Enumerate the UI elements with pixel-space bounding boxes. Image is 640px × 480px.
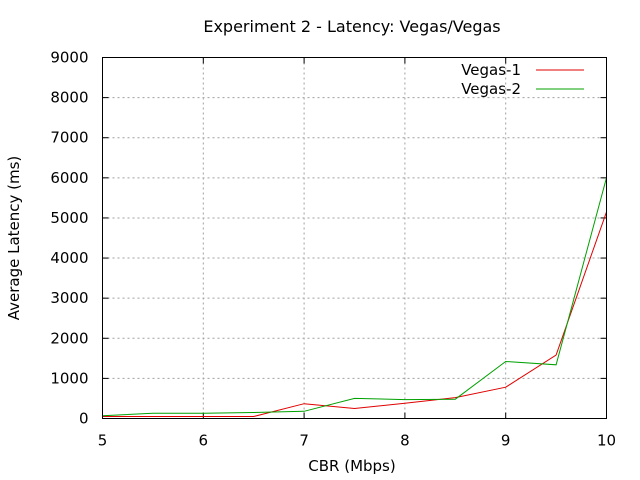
y-tick-label: 3000 [50, 289, 88, 307]
x-tick-label: 5 [98, 432, 108, 450]
y-tick-label: 8000 [50, 89, 88, 107]
x-tick-label: 10 [597, 432, 616, 450]
chart-title: Experiment 2 - Latency: Vegas/Vegas [203, 17, 500, 36]
y-tick-label: 2000 [50, 329, 88, 347]
y-tick-label: 6000 [50, 169, 88, 187]
x-tick-label: 6 [199, 432, 209, 450]
plot-frame [102, 57, 607, 419]
axis-ticks: 5 6 7 8 9 10 0 1000 2000 3000 4000 5000 6000 7000 8000… [50, 49, 616, 450]
y-tick-label: 9000 [50, 49, 88, 67]
y-tick-label: 4000 [50, 249, 88, 267]
y-tick-label: 5000 [50, 209, 88, 227]
data-series [102, 177, 607, 417]
x-tick-label: 9 [501, 432, 511, 450]
grid-lines [102, 57, 607, 419]
y-tick-label: 1000 [50, 369, 88, 387]
y-axis-label: Average Latency (ms) [5, 156, 23, 321]
x-tick-label: 7 [299, 432, 309, 450]
legend-label: Vegas-1 [461, 61, 521, 79]
series-line-vegas-1 [102, 211, 607, 417]
x-axis-label: CBR (Mbps) [308, 457, 395, 475]
y-tick-label: 7000 [50, 129, 88, 147]
y-tick-label: 0 [79, 410, 89, 428]
series-line-vegas-2 [102, 177, 607, 417]
x-tick-label: 8 [400, 432, 410, 450]
legend-label: Vegas-2 [461, 80, 521, 98]
